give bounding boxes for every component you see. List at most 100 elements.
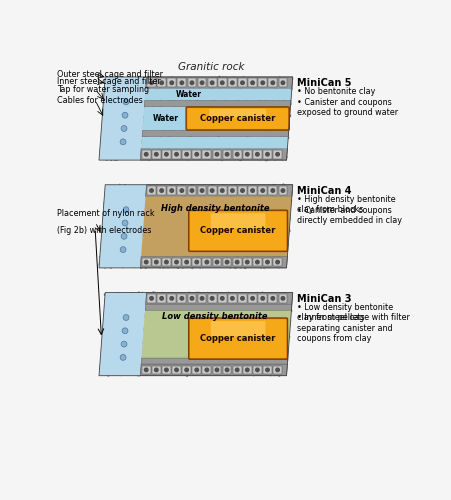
Circle shape <box>140 114 141 115</box>
Circle shape <box>276 88 277 90</box>
Circle shape <box>216 336 217 337</box>
Circle shape <box>175 316 176 318</box>
Circle shape <box>177 210 178 211</box>
Circle shape <box>225 150 226 151</box>
Circle shape <box>212 192 213 194</box>
Circle shape <box>212 339 214 340</box>
Circle shape <box>222 360 223 362</box>
Circle shape <box>255 134 256 135</box>
Circle shape <box>135 373 137 374</box>
Circle shape <box>194 132 196 134</box>
Circle shape <box>194 220 196 222</box>
Circle shape <box>244 90 245 91</box>
Circle shape <box>131 188 133 189</box>
Circle shape <box>275 250 276 251</box>
Circle shape <box>252 88 253 89</box>
Circle shape <box>106 78 107 80</box>
Circle shape <box>271 352 272 353</box>
Circle shape <box>259 259 260 260</box>
Circle shape <box>270 214 271 215</box>
Circle shape <box>277 114 279 116</box>
Circle shape <box>227 339 228 340</box>
Circle shape <box>140 336 141 338</box>
Circle shape <box>116 189 117 190</box>
Circle shape <box>247 100 248 101</box>
Circle shape <box>284 90 285 92</box>
Circle shape <box>264 130 265 131</box>
Circle shape <box>283 355 285 356</box>
Circle shape <box>211 185 212 186</box>
Circle shape <box>252 221 253 222</box>
Circle shape <box>183 220 184 222</box>
Circle shape <box>126 222 127 223</box>
Circle shape <box>263 230 265 232</box>
Circle shape <box>207 149 209 150</box>
Circle shape <box>143 193 144 194</box>
Circle shape <box>185 216 187 218</box>
Circle shape <box>236 360 237 362</box>
Circle shape <box>265 251 266 252</box>
Circle shape <box>155 234 156 235</box>
Circle shape <box>226 338 227 339</box>
Circle shape <box>168 110 169 112</box>
Circle shape <box>289 202 290 203</box>
Circle shape <box>196 292 197 293</box>
Circle shape <box>150 344 151 345</box>
Circle shape <box>177 189 178 190</box>
Circle shape <box>283 85 284 86</box>
Circle shape <box>248 346 249 348</box>
Circle shape <box>259 109 260 110</box>
Circle shape <box>243 76 244 78</box>
Circle shape <box>234 352 235 353</box>
Circle shape <box>180 189 184 192</box>
Circle shape <box>110 330 111 331</box>
Circle shape <box>216 297 218 298</box>
Circle shape <box>125 211 127 212</box>
Circle shape <box>169 148 170 150</box>
Circle shape <box>253 374 254 376</box>
Circle shape <box>243 357 244 358</box>
Circle shape <box>187 327 188 328</box>
Circle shape <box>112 363 113 364</box>
Circle shape <box>108 157 109 158</box>
Circle shape <box>208 132 209 133</box>
Circle shape <box>208 332 209 334</box>
Circle shape <box>235 368 239 372</box>
Circle shape <box>185 224 186 225</box>
Circle shape <box>223 256 224 257</box>
Circle shape <box>224 318 226 320</box>
Circle shape <box>281 373 282 374</box>
Circle shape <box>181 364 183 366</box>
Circle shape <box>192 335 193 336</box>
Circle shape <box>123 203 124 204</box>
Polygon shape <box>141 136 288 148</box>
Bar <box>233 150 242 158</box>
Text: • High density bentonite
clay from blocks: • High density bentonite clay from block… <box>297 194 396 214</box>
Circle shape <box>222 238 224 240</box>
Circle shape <box>202 347 203 348</box>
Circle shape <box>276 197 277 198</box>
Circle shape <box>273 194 274 196</box>
Circle shape <box>288 227 289 228</box>
Circle shape <box>137 128 139 129</box>
Circle shape <box>121 362 122 363</box>
Circle shape <box>154 345 155 346</box>
Circle shape <box>199 92 201 93</box>
Circle shape <box>220 158 221 160</box>
Circle shape <box>280 142 281 143</box>
Circle shape <box>154 213 155 214</box>
Circle shape <box>188 258 189 260</box>
Circle shape <box>206 105 207 106</box>
Circle shape <box>237 80 239 81</box>
Circle shape <box>201 101 202 102</box>
Circle shape <box>200 246 202 247</box>
Circle shape <box>221 228 223 230</box>
Circle shape <box>239 358 241 360</box>
Circle shape <box>117 235 118 236</box>
Circle shape <box>152 207 153 208</box>
Circle shape <box>262 360 263 361</box>
Circle shape <box>251 364 252 366</box>
Circle shape <box>130 138 132 140</box>
Circle shape <box>165 263 166 264</box>
Circle shape <box>133 198 134 199</box>
